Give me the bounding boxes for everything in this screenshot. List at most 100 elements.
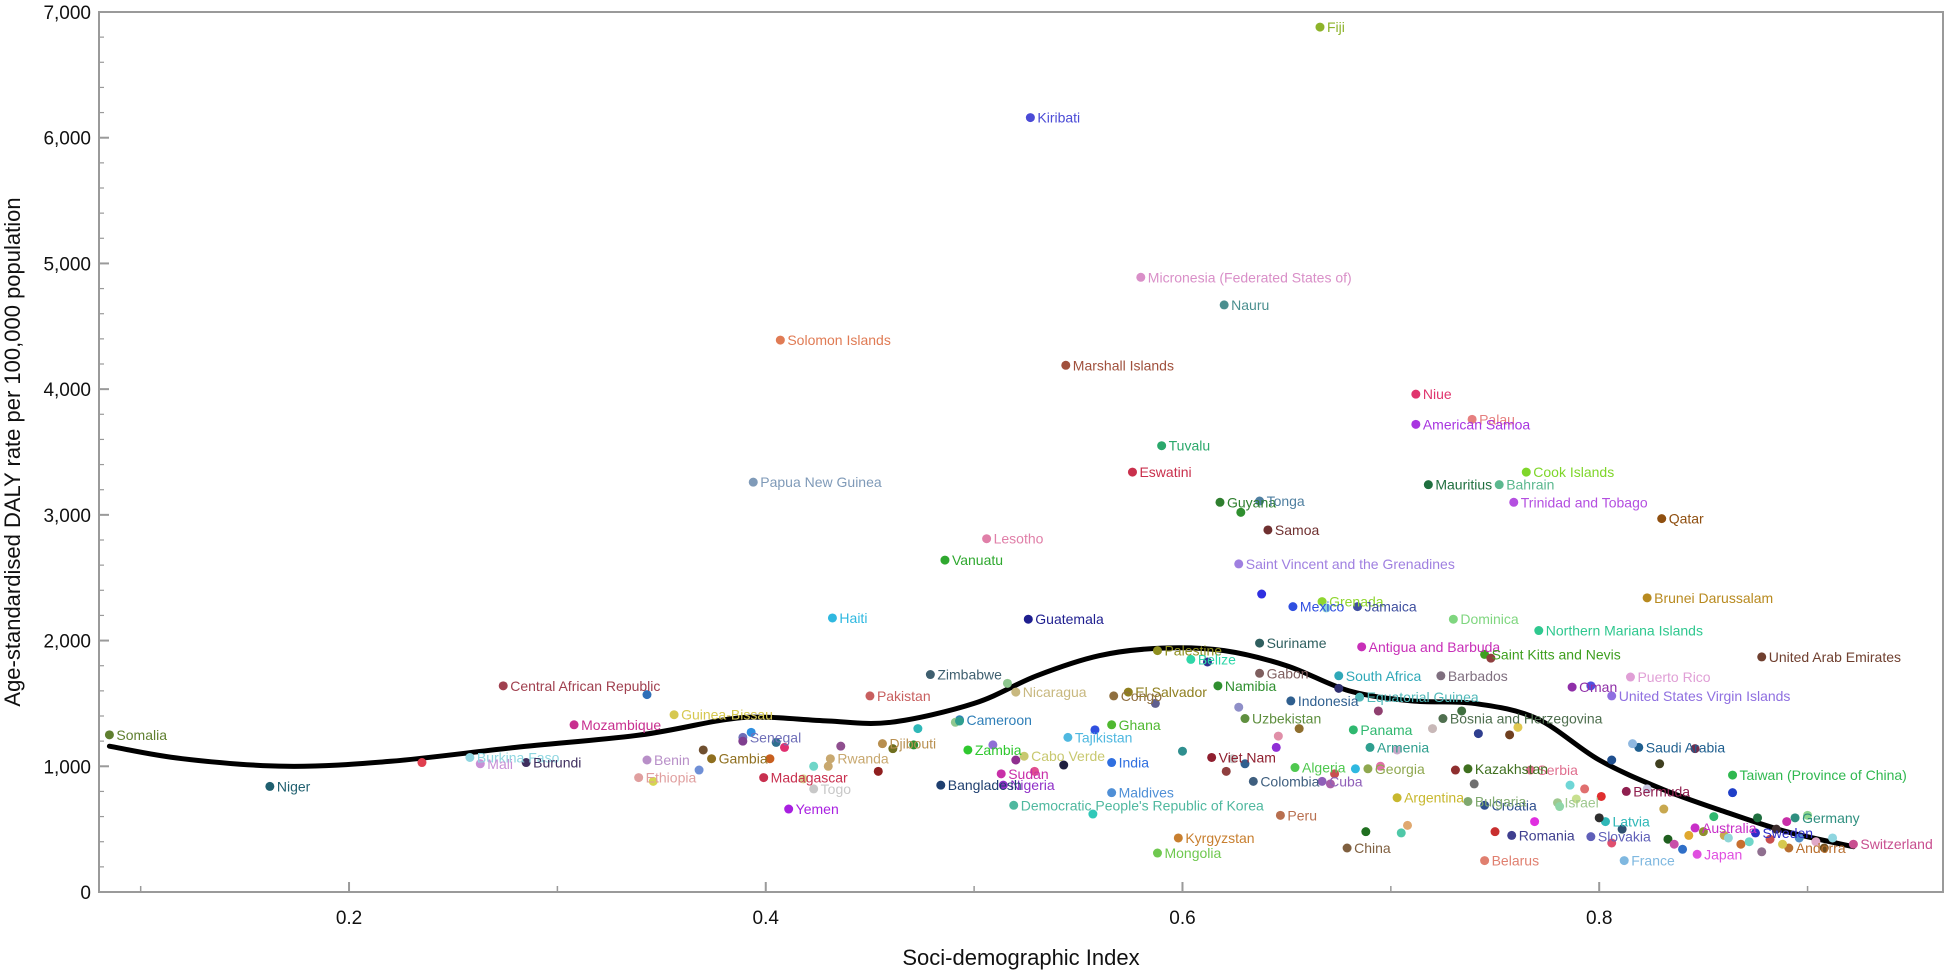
data-point <box>1186 654 1196 664</box>
data-point-label: Guinea-Bissau <box>681 707 773 723</box>
x-tick-label: 0.4 <box>753 908 780 929</box>
data-point <box>1684 830 1694 840</box>
data-point <box>1157 441 1167 451</box>
data-point <box>1490 827 1500 837</box>
data-point <box>1361 827 1371 837</box>
data-point <box>1248 776 1258 786</box>
data-point <box>1009 800 1019 810</box>
data-point <box>1152 646 1162 656</box>
data-point <box>1373 706 1383 716</box>
data-point <box>1011 755 1021 765</box>
data-point <box>498 681 508 691</box>
data-point-label: Zimbabwe <box>937 667 1002 683</box>
data-point-label: Central African Republic <box>510 678 660 694</box>
data-point <box>1521 467 1531 477</box>
data-point-label: Senegal <box>750 729 801 745</box>
data-point-label: Trinidad and Tobago <box>1521 494 1648 510</box>
data-point-label: Israel <box>1565 795 1599 811</box>
data-point-label: Sweden <box>1762 825 1813 841</box>
data-point-label: Tuvalu <box>1169 438 1211 454</box>
data-point-label: Barbados <box>1448 668 1508 684</box>
data-point <box>771 737 781 747</box>
data-point <box>1255 638 1265 648</box>
data-point-label: Cabo Verde <box>1031 748 1105 764</box>
data-point <box>1234 702 1244 712</box>
data-point-label: Peru <box>1287 807 1317 823</box>
y-tick-label: 4,000 <box>43 380 91 401</box>
data-point <box>1011 687 1021 697</box>
data-point <box>648 776 658 786</box>
data-point <box>909 740 919 750</box>
data-point <box>1486 653 1496 663</box>
data-point-label: Georgia <box>1375 761 1425 777</box>
data-point <box>1263 525 1273 535</box>
data-point-label: American Samoa <box>1423 416 1531 432</box>
data-point <box>1757 847 1767 857</box>
data-point <box>738 736 748 746</box>
data-point <box>1744 837 1754 847</box>
data-point <box>1019 751 1029 761</box>
data-point-label: Marshall Islands <box>1073 357 1174 373</box>
data-point <box>1669 839 1679 849</box>
data-point <box>694 765 704 775</box>
data-point <box>1794 833 1804 843</box>
data-point <box>1790 813 1800 823</box>
data-point <box>1811 837 1821 847</box>
data-point-label: Somalia <box>116 727 167 743</box>
data-point <box>1411 389 1421 399</box>
data-point-label: Argentina <box>1404 790 1464 806</box>
data-point <box>1619 856 1629 866</box>
data-point <box>1365 742 1375 752</box>
data-point <box>996 769 1006 779</box>
data-point <box>1392 745 1402 755</box>
data-point <box>888 744 898 754</box>
data-point-label: Lesotho <box>994 531 1044 547</box>
data-point <box>707 754 717 764</box>
data-point <box>955 716 965 726</box>
data-point-label: Croatia <box>1492 797 1537 813</box>
data-point <box>775 335 785 345</box>
data-point <box>1063 732 1073 742</box>
data-point <box>1765 834 1775 844</box>
data-point <box>1819 843 1829 853</box>
data-point-label: Micronesia (Federated States of) <box>1148 269 1352 285</box>
data-point <box>1240 714 1250 724</box>
data-point <box>465 752 475 762</box>
data-point <box>1288 602 1298 612</box>
point-labels: Fiji Kiribati Micronesia (Federated States… <box>116 19 1932 868</box>
data-point <box>1571 794 1581 804</box>
data-point <box>1350 764 1360 774</box>
data-point-label: Kazakhstan <box>1475 761 1548 777</box>
data-point <box>784 804 794 814</box>
data-point <box>1355 692 1365 702</box>
data-point-label: Northern Mariana Islands <box>1546 623 1703 639</box>
data-point-label: Puerto Rico <box>1637 669 1710 685</box>
data-point-label: Qatar <box>1669 511 1704 527</box>
data-point <box>265 781 275 791</box>
data-point <box>998 780 1008 790</box>
data-point <box>1778 839 1788 849</box>
data-point-label: Tajikistan <box>1075 729 1133 745</box>
data-point <box>1423 480 1433 490</box>
data-point-label: Taiwan (Province of China) <box>1740 767 1907 783</box>
data-point-label: Colombia <box>1260 773 1319 789</box>
data-point <box>963 745 973 755</box>
y-tick-label: 0 <box>80 883 91 904</box>
data-point <box>1061 360 1071 370</box>
y-tick-label: 6,000 <box>43 129 91 150</box>
data-point <box>1273 731 1283 741</box>
data-point-label: Eswatini <box>1139 464 1191 480</box>
data-point <box>1286 696 1296 706</box>
data-point <box>1392 793 1402 803</box>
data-point <box>1240 759 1250 769</box>
data-point <box>1342 843 1352 853</box>
data-point-label: China <box>1354 840 1391 856</box>
data-point-label: Vanuatu <box>952 552 1003 568</box>
data-point-label: Djibouti <box>889 736 936 752</box>
data-point <box>1736 839 1746 849</box>
data-point <box>1334 671 1344 681</box>
data-point <box>1607 838 1617 848</box>
data-point <box>1330 769 1340 779</box>
data-point <box>1621 786 1631 796</box>
data-point <box>1227 754 1237 764</box>
